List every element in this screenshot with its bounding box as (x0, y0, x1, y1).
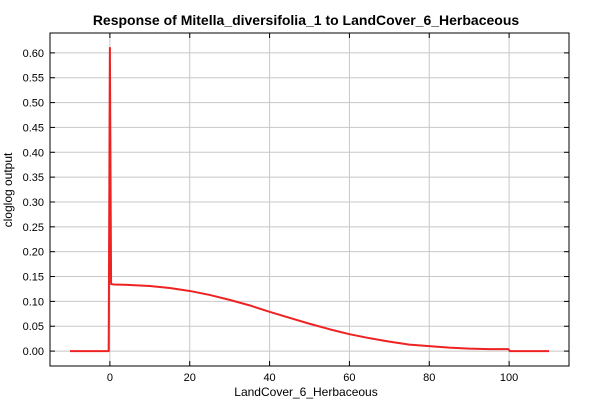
x-tick-label: 20 (184, 372, 196, 384)
y-tick-label: 0.50 (23, 98, 44, 110)
y-tick-label: 0.15 (23, 272, 44, 284)
x-tick-label: 100 (500, 372, 518, 384)
series (69, 46, 550, 353)
y-tick-label: 0.10 (23, 296, 44, 308)
x-axis-label: LandCover_6_Herbaceous (234, 385, 377, 399)
x-tick-label: 0 (107, 372, 113, 384)
y-axis-label: cloglog output (1, 152, 15, 227)
y-tick-label: 0.20 (23, 247, 44, 259)
chart-title: Response of Mitella_diversifolia_1 to La… (93, 12, 520, 28)
y-tick-label: 0.05 (23, 321, 44, 333)
x-tick-label: 80 (423, 372, 435, 384)
x-tick-label: 60 (343, 372, 355, 384)
response-curve (69, 46, 550, 353)
axis-ticks: 0 20 40 60 80 100 0.00 0.05 0.10 0.15 0.20 0.25 0.30… (23, 33, 569, 384)
plot-frame (49, 32, 570, 367)
y-tick-label: 0.35 (23, 172, 44, 184)
grid (50, 33, 569, 366)
x-tick-label: 40 (263, 372, 275, 384)
y-tick-label: 0.40 (23, 147, 44, 159)
y-tick-label: 0.45 (23, 122, 44, 134)
y-tick-label: 0.00 (23, 346, 44, 358)
y-tick-label: 0.60 (23, 48, 44, 60)
y-tick-label: 0.55 (23, 73, 44, 85)
y-tick-label: 0.25 (23, 222, 44, 234)
y-tick-label: 0.30 (23, 197, 44, 209)
